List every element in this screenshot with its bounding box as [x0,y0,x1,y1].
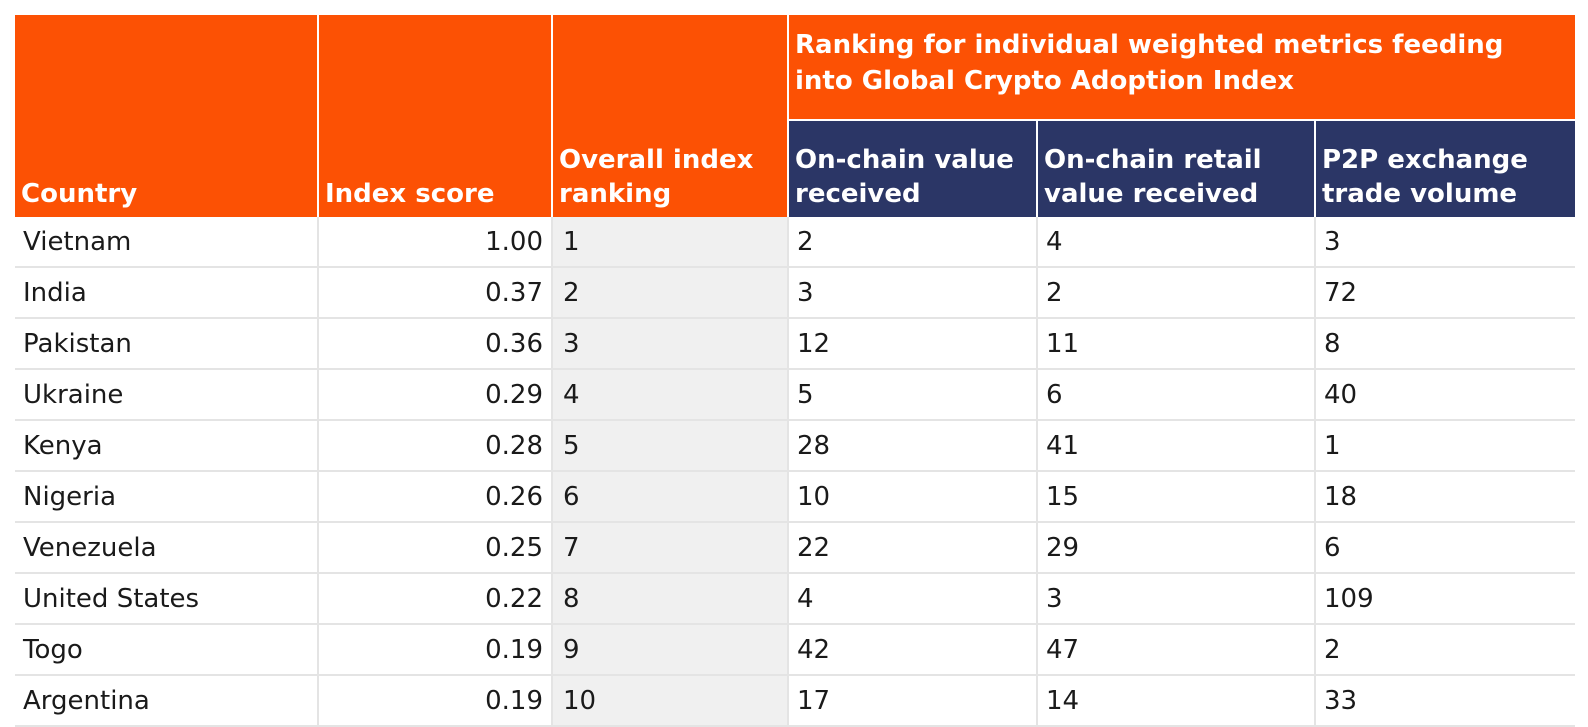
cell-onchain-retail-value: 41 [1037,420,1316,472]
cell-p2p-volume: 72 [1315,267,1575,319]
cell-onchain-retail-value: 15 [1037,471,1316,523]
header-index-score: Index score [318,15,553,217]
cell-overall-ranking: 6 [552,471,789,523]
cell-index-score: 0.19 [318,624,553,676]
table-row: Kenya 0.28 5 28 41 1 [15,420,1575,472]
cell-country: Argentina [15,675,319,727]
cell-p2p-volume: 109 [1315,573,1575,625]
cell-country: Nigeria [15,471,319,523]
cell-p2p-volume: 40 [1315,369,1575,421]
cell-p2p-volume: 2 [1315,624,1575,676]
table-row: Nigeria 0.26 6 10 15 18 [15,471,1575,523]
table-row: Pakistan 0.36 3 12 11 8 [15,318,1575,370]
header-overall-ranking: Overall index ranking [552,15,789,217]
cell-onchain-retail-value: 2 [1037,267,1316,319]
cell-onchain-retail-value: 3 [1037,573,1316,625]
cell-overall-ranking: 5 [552,420,789,472]
cell-overall-ranking: 7 [552,522,789,574]
cell-onchain-value: 42 [788,624,1038,676]
table-row: Argentina 0.19 10 17 14 33 [15,675,1575,727]
cell-index-score: 0.36 [318,318,553,370]
cell-country: Pakistan [15,318,319,370]
cell-onchain-retail-value: 4 [1037,217,1316,268]
cell-onchain-retail-value: 47 [1037,624,1316,676]
cell-overall-ranking: 4 [552,369,789,421]
table-row: United States 0.22 8 4 3 109 [15,573,1575,625]
cell-country: Venezuela [15,522,319,574]
cell-overall-ranking: 8 [552,573,789,625]
header-onchain-retail-value: On-chain retail value received [1037,120,1316,217]
table-row: Vietnam 1.00 1 2 4 3 [15,217,1575,268]
adoption-index-table: Country Index score Overall index rankin… [15,15,1575,727]
header-p2p-volume: P2P exchange trade volume [1315,120,1575,217]
cell-onchain-value: 5 [788,369,1038,421]
cell-onchain-value: 4 [788,573,1038,625]
adoption-index-table-container: Country Index score Overall index rankin… [15,15,1575,727]
cell-p2p-volume: 1 [1315,420,1575,472]
cell-onchain-retail-value: 14 [1037,675,1316,727]
header-country: Country [15,15,319,217]
cell-p2p-volume: 3 [1315,217,1575,268]
cell-overall-ranking: 10 [552,675,789,727]
cell-country: Kenya [15,420,319,472]
header-onchain-value: On-chain value received [788,120,1038,217]
cell-onchain-value: 22 [788,522,1038,574]
cell-country: Vietnam [15,217,319,268]
cell-onchain-value: 10 [788,471,1038,523]
cell-index-score: 0.28 [318,420,553,472]
table-row: India 0.37 2 3 2 72 [15,267,1575,319]
cell-p2p-volume: 18 [1315,471,1575,523]
cell-index-score: 0.29 [318,369,553,421]
cell-index-score: 0.25 [318,522,553,574]
cell-country: Ukraine [15,369,319,421]
cell-onchain-value: 12 [788,318,1038,370]
table-row: Venezuela 0.25 7 22 29 6 [15,522,1575,574]
cell-p2p-volume: 8 [1315,318,1575,370]
cell-p2p-volume: 33 [1315,675,1575,727]
cell-onchain-value: 17 [788,675,1038,727]
cell-overall-ranking: 9 [552,624,789,676]
cell-overall-ranking: 1 [552,217,789,268]
cell-country: Togo [15,624,319,676]
cell-country: India [15,267,319,319]
cell-index-score: 1.00 [318,217,553,268]
cell-p2p-volume: 6 [1315,522,1575,574]
cell-onchain-value: 28 [788,420,1038,472]
cell-onchain-value: 3 [788,267,1038,319]
cell-overall-ranking: 3 [552,318,789,370]
cell-country: United States [15,573,319,625]
table-body: Vietnam 1.00 1 2 4 3 India 0.37 2 3 2 72… [15,217,1575,727]
cell-index-score: 0.37 [318,267,553,319]
table-row: Togo 0.19 9 42 47 2 [15,624,1575,676]
table-header: Country Index score Overall index rankin… [15,15,1575,217]
cell-onchain-retail-value: 29 [1037,522,1316,574]
cell-onchain-retail-value: 6 [1037,369,1316,421]
cell-index-score: 0.22 [318,573,553,625]
cell-onchain-value: 2 [788,217,1038,268]
cell-overall-ranking: 2 [552,267,789,319]
cell-index-score: 0.19 [318,675,553,727]
cell-index-score: 0.26 [318,471,553,523]
cell-onchain-retail-value: 11 [1037,318,1316,370]
header-metrics-group: Ranking for individual weighted metrics … [788,15,1575,121]
table-row: Ukraine 0.29 4 5 6 40 [15,369,1575,421]
